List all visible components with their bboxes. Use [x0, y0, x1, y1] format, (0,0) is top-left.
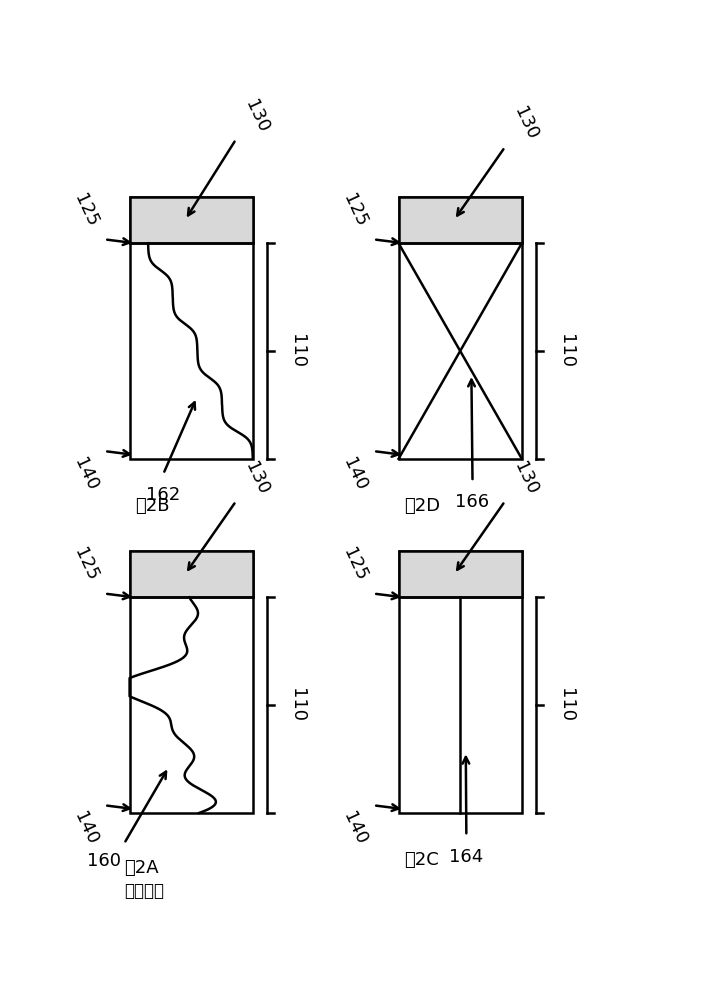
- Text: 110: 110: [557, 334, 575, 368]
- Text: 110: 110: [557, 688, 575, 722]
- Text: 130: 130: [241, 459, 273, 497]
- Text: 160: 160: [87, 852, 121, 869]
- Bar: [398, 197, 522, 243]
- Text: 125: 125: [71, 546, 101, 584]
- Text: 125: 125: [340, 191, 371, 230]
- Text: 图2C: 图2C: [404, 852, 439, 869]
- Text: 现有技术: 现有技术: [124, 882, 164, 900]
- Text: 164: 164: [449, 848, 484, 866]
- Text: 130: 130: [241, 97, 273, 135]
- Text: 125: 125: [71, 191, 101, 230]
- Bar: [129, 551, 253, 597]
- Text: 166: 166: [455, 493, 489, 511]
- Bar: [398, 551, 522, 597]
- Text: 图2A: 图2A: [124, 859, 158, 877]
- Text: 140: 140: [71, 809, 101, 848]
- Bar: [129, 197, 253, 243]
- Text: 162: 162: [146, 486, 180, 504]
- Text: 130: 130: [510, 105, 542, 143]
- Bar: [398, 551, 522, 813]
- Text: 140: 140: [340, 455, 371, 493]
- Bar: [129, 551, 253, 813]
- Text: 110: 110: [288, 688, 306, 722]
- Text: 110: 110: [288, 334, 306, 368]
- Text: 图2B: 图2B: [135, 497, 170, 515]
- Bar: [398, 197, 522, 459]
- Text: 130: 130: [510, 459, 542, 497]
- Text: 图2D: 图2D: [404, 497, 440, 515]
- Text: 140: 140: [340, 809, 371, 848]
- Bar: [129, 197, 253, 459]
- Text: 140: 140: [71, 455, 101, 493]
- Text: 125: 125: [340, 546, 371, 584]
